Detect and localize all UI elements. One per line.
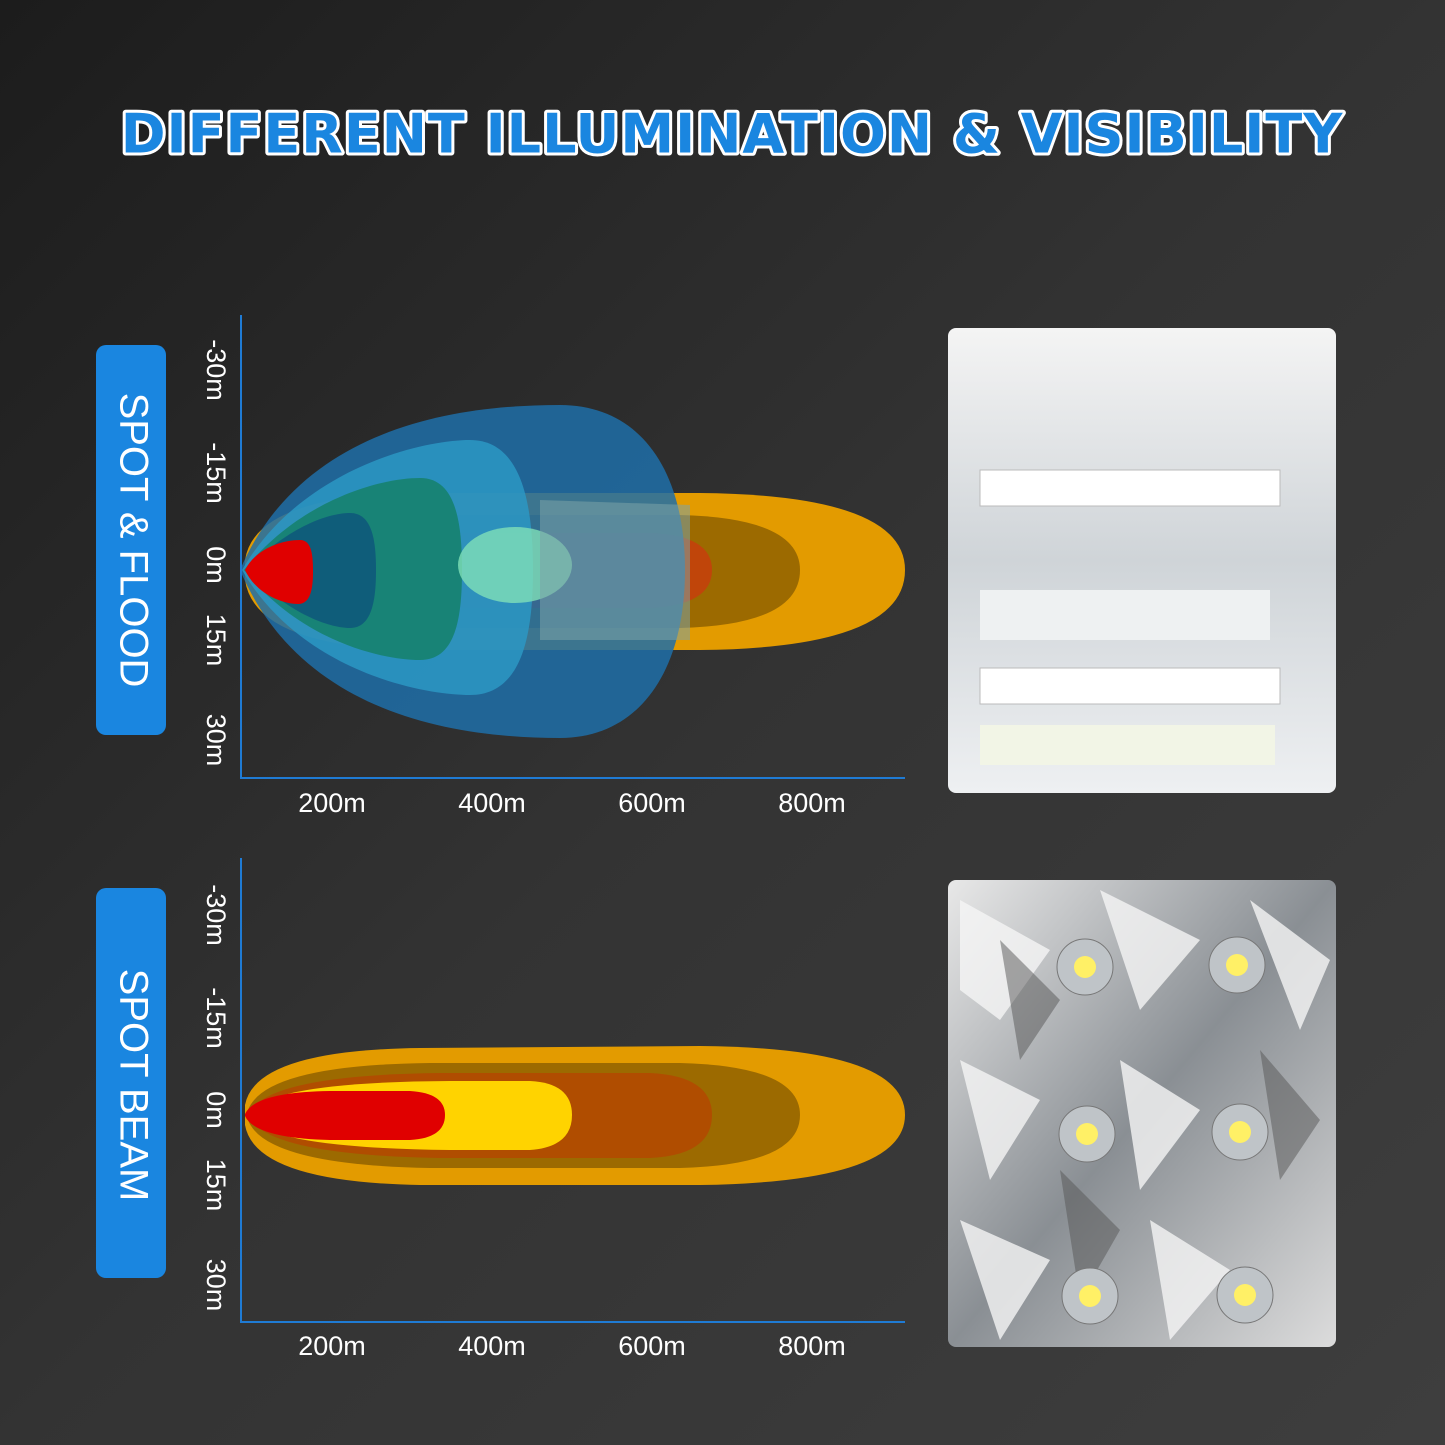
- y-tick-label: -15m: [201, 987, 231, 1049]
- panel-label: SPOT BEAM: [111, 969, 155, 1202]
- x-tick-label: 200m: [298, 788, 366, 818]
- photo-spot: [948, 880, 1336, 1347]
- x-tick-label: 600m: [618, 788, 686, 818]
- y-tick-label: 15m: [201, 1159, 231, 1212]
- panel-label: SPOT & FLOOD: [111, 393, 155, 688]
- photo-spot-flood: [948, 328, 1336, 793]
- label-box: [96, 345, 166, 735]
- x-tick-label: 800m: [778, 788, 846, 818]
- y-tick-label: 30m: [201, 714, 231, 767]
- x-tick-label: 400m: [458, 1331, 526, 1361]
- x-tick-label: 400m: [458, 788, 526, 818]
- y-tick-label: 0m: [201, 1091, 231, 1129]
- label-box: [96, 888, 166, 1278]
- x-tick-label: 800m: [778, 1331, 846, 1361]
- y-tick-label: -30m: [201, 884, 231, 946]
- labels: SPOT & FLOOD -30m -15m 0m 15m 30m 200m 400m 600m…: [111, 339, 845, 1361]
- y-tick-label: 30m: [201, 1259, 231, 1312]
- y-tick-label: 0m: [201, 546, 231, 584]
- x-tick-label: 600m: [618, 1331, 686, 1361]
- y-tick-label: 15m: [201, 614, 231, 667]
- title: DIFFERENT ILLUMINATION & VISIBILITY: [121, 103, 1344, 166]
- beam-spot: [245, 1046, 905, 1185]
- y-tick-label: -15m: [201, 442, 231, 504]
- y-tick-label: -30m: [201, 339, 231, 401]
- x-tick-label: 200m: [298, 1331, 366, 1361]
- beam-spot-flood: [240, 405, 905, 738]
